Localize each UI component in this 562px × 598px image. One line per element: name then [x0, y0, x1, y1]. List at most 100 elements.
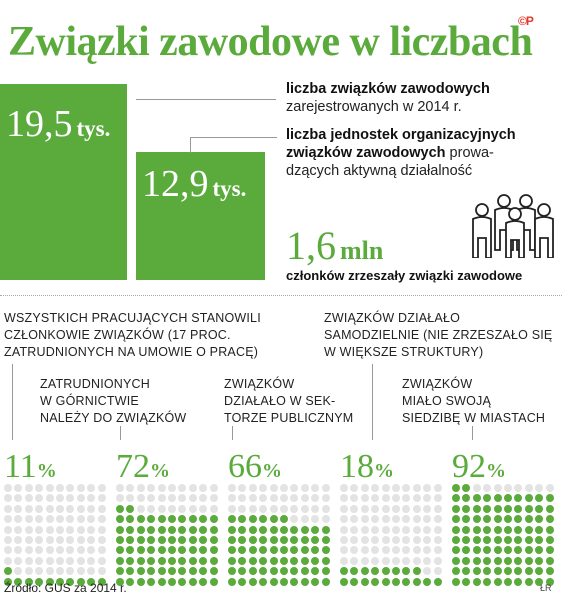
waffle-dot-empty [87, 536, 96, 544]
waffle-dot-empty [545, 484, 554, 492]
waffle-dot-empty [97, 494, 106, 503]
waffle-dot-filled [280, 567, 288, 576]
waffle-dot-filled [300, 546, 309, 555]
waffle-dot-filled [168, 515, 176, 524]
waffle-dot-empty [199, 504, 208, 513]
waffle-dot-filled [360, 577, 369, 586]
waffle-dot-empty [340, 515, 348, 524]
percent-sign: % [150, 460, 170, 482]
waffle-dot-filled [514, 525, 523, 534]
waffle-dot-filled [228, 577, 236, 586]
waffle-dot-empty [402, 556, 411, 565]
waffle-dot-filled [116, 536, 124, 544]
waffle-dot-filled [472, 515, 481, 524]
waffle-dot-empty [147, 504, 156, 513]
members-unit: mln [340, 236, 384, 265]
waffle-dot-filled [472, 494, 481, 503]
waffle-dot-empty [228, 504, 236, 513]
waffle-dot-empty [392, 494, 400, 503]
waffle-dot-empty [350, 525, 359, 534]
waffle-dot-empty [56, 567, 64, 576]
waffle-dot-empty [381, 504, 390, 513]
waffle-dot-empty [248, 504, 257, 513]
waffle-dot-filled [248, 556, 257, 565]
waffle-dot-filled [199, 577, 208, 586]
waffle-dot-empty [392, 556, 400, 565]
waffle-dot-filled [300, 536, 309, 544]
page-title: Związki zawodowe w liczbach [8, 19, 533, 65]
waffle-dot-filled [514, 536, 523, 544]
waffle-dot-filled [381, 577, 390, 586]
waffle-dot-filled [462, 525, 471, 534]
waffle-dot-empty [76, 494, 85, 503]
waffle-dot-filled [504, 546, 512, 555]
waffle-dot-empty [238, 504, 247, 513]
caption-line: miało swoją [402, 394, 492, 408]
waffle-dot-filled [126, 546, 135, 555]
waffle-dot-filled [168, 556, 176, 565]
waffle-dot-filled [340, 567, 348, 576]
waffle-dot-empty [35, 484, 44, 492]
waffle-dot-filled [269, 567, 278, 576]
waffle-dot-filled [248, 536, 257, 544]
desc-text: zarejestrowanych w 2014 r. [286, 99, 462, 115]
waffle-dot-filled [136, 546, 145, 555]
waffle-dot-filled [4, 577, 12, 586]
waffle-dot-empty [433, 494, 442, 503]
waffle-dot-empty [311, 515, 320, 524]
waffle-dot-filled [228, 536, 236, 544]
waffle-dot-empty [14, 525, 23, 534]
waffle-dot-empty [311, 494, 320, 503]
waffle-dot-filled [535, 504, 544, 513]
waffle-dot-empty [24, 494, 33, 503]
waffle-dot-empty [300, 494, 309, 503]
waffle-dot-empty [371, 556, 380, 565]
waffle-dot-empty [35, 525, 44, 534]
waffle-dot-filled [311, 577, 320, 586]
waffle-dot-filled [290, 577, 299, 586]
waffle-dot-filled [321, 577, 330, 586]
waffle-dot-filled [535, 525, 544, 534]
waffle-dot-empty [56, 504, 64, 513]
waffle-dot-filled [209, 515, 218, 524]
waffle-dot-filled [462, 577, 471, 586]
waffle-dot-empty [340, 494, 348, 503]
waffle-dot-filled [504, 577, 512, 586]
caption-5: Związków miało swoją siedzibę w miastach [402, 376, 545, 427]
waffle-dot-filled [269, 577, 278, 586]
waffle-dot-filled [116, 556, 124, 565]
waffle-dot-empty [209, 484, 218, 492]
waffle-dot-empty [66, 525, 75, 534]
waffle-dot-filled [524, 567, 533, 576]
bar-value: 12,9 [142, 163, 209, 205]
waffle-dot-filled [238, 567, 247, 576]
leader-line-2 [190, 137, 277, 153]
waffle-dot-filled [483, 494, 492, 503]
waffle-dot-empty [228, 484, 236, 492]
desc-text: prowa- [445, 145, 494, 161]
waffle-dot-empty [76, 515, 85, 524]
waffle-dot-empty [97, 536, 106, 544]
waffle-dot-empty [56, 484, 64, 492]
waffle-dot-filled [228, 525, 236, 534]
waffle-dot-empty [433, 515, 442, 524]
caption-line: Związków [402, 377, 473, 391]
waffle-dot-empty [87, 484, 96, 492]
waffle-grid [228, 484, 332, 588]
waffle-dot-filled [157, 515, 166, 524]
percent-number: 72 [116, 448, 150, 485]
waffle-dot-empty [14, 484, 23, 492]
waffle-dot-filled [14, 577, 23, 586]
caption-line: torze publicznym [224, 411, 354, 425]
waffle-dot-empty [412, 504, 421, 513]
waffle-dot-empty [188, 494, 197, 503]
waffle-dot-filled [472, 546, 481, 555]
waffle-dot-empty [35, 515, 44, 524]
waffle-dot-empty [280, 484, 288, 492]
waffle-dot-empty [412, 515, 421, 524]
waffle-dot-empty [97, 525, 106, 534]
waffle-dot-filled [238, 536, 247, 544]
caption-line: Zatrudnionych [40, 377, 151, 391]
waffle-dot-empty [157, 504, 166, 513]
waffle-dot-filled [350, 567, 359, 576]
